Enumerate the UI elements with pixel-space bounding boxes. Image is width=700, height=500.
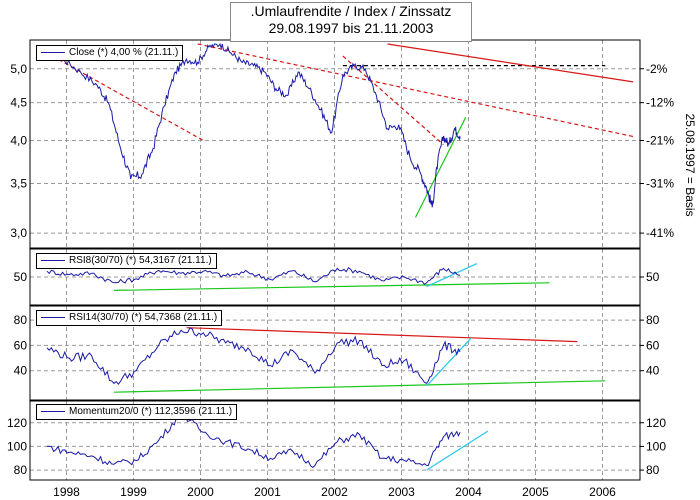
y-right-tick-label: 100 [646, 439, 666, 453]
x-tick-label: 1999 [120, 485, 147, 499]
y-right-tick-label: 120 [646, 416, 666, 430]
y-right-tick-label: 40 [646, 364, 660, 378]
x-tick-label: 2002 [321, 485, 348, 499]
legend-swatch [41, 317, 65, 318]
x-tick-label: 2004 [455, 485, 482, 499]
trendline [414, 117, 467, 218]
y-tick-label: 100 [7, 439, 27, 453]
x-tick-label: 2001 [254, 485, 281, 499]
trendline [426, 263, 478, 288]
y-right-tick-label: 50 [646, 270, 660, 284]
y-tick-label: 4,5 [10, 96, 27, 110]
y-right-tick-label: -2% [646, 62, 668, 76]
y-right-tick-label: 60 [646, 338, 660, 352]
x-tick-label: 2003 [388, 485, 415, 499]
trendline [426, 430, 489, 471]
trendline [387, 43, 634, 83]
panel-frame [29, 400, 641, 481]
y-right-tick-label: 80 [646, 313, 660, 327]
y-tick-label: 60 [14, 338, 28, 352]
x-tick-label: 1998 [53, 485, 80, 499]
x-tick-label: 2005 [522, 485, 549, 499]
panel-frame [29, 305, 641, 401]
legend-rsi8-label: RSI8(30/70) (*) 54,3167 (21.11.) [69, 255, 212, 266]
trendline [113, 380, 606, 393]
y-right-tick-label: -41% [646, 226, 674, 240]
series-layer [46, 42, 461, 469]
y-tick-label: 3,5 [10, 177, 27, 191]
chart-title: .Umlaufrendite / Index / Zinssatz 29.08.… [230, 2, 472, 42]
legend-swatch [41, 411, 65, 412]
trendline [186, 327, 578, 343]
grid-layer [30, 40, 640, 480]
series-line [46, 327, 461, 386]
series-line [46, 412, 461, 469]
y-tick-label: 5,0 [10, 62, 27, 76]
y-tick-label: 40 [14, 364, 28, 378]
legend-swatch [41, 260, 65, 261]
trendline [113, 282, 550, 291]
tick-labels: 5,0 4,5 4,0 3,5 3,0 -2% -12% -21% -31% -41% 50 50 80… [7, 62, 674, 499]
y-right-tick-label: -12% [646, 96, 674, 110]
trendline-layer [52, 43, 634, 471]
y-tick-label: 50 [14, 270, 28, 284]
y-right-tick-label: 80 [646, 463, 660, 477]
x-tick-label: 2006 [589, 485, 616, 499]
title-line-2: 29.08.1997 bis 21.11.2003 [268, 20, 434, 36]
series-line [46, 42, 461, 208]
legend-rsi8: RSI8(30/70) (*) 54,3167 (21.11.) [36, 253, 217, 269]
y-tick-label: 120 [7, 416, 27, 430]
legend-momentum: Momentum20/0 (*) 112,3596 (21.11.) [36, 404, 238, 420]
trendline [426, 337, 472, 387]
y-tick-label: 80 [14, 463, 28, 477]
legend-swatch [41, 52, 65, 53]
legend-momentum-label: Momentum20/0 (*) 112,3596 (21.11.) [69, 406, 233, 417]
trendline [52, 55, 204, 142]
y-right-tick-label: -21% [646, 134, 674, 148]
y-tick-label: 3,0 [10, 226, 27, 240]
trendline [197, 43, 634, 138]
x-tick-label: 2000 [187, 485, 214, 499]
title-line-1: .Umlaufrendite / Index / Zinssatz [250, 3, 452, 19]
y-tick-label: 4,0 [10, 134, 27, 148]
legend-rsi14: RSI14(30/70) (*) 54,7368 (21.11.) [36, 310, 223, 326]
y-right-tick-label: -31% [646, 177, 674, 191]
series-line [46, 266, 461, 286]
legend-rsi14-label: RSI14(30/70) (*) 54,7368 (21.11.) [69, 312, 218, 323]
legend-close-label: Close (*) 4,00 % (21.11.) [69, 47, 179, 58]
y-tick-label: 80 [14, 313, 28, 327]
legend-close: Close (*) 4,00 % (21.11.) [36, 45, 184, 61]
right-axis-label: 25.08.1997 = Basis [683, 113, 697, 216]
